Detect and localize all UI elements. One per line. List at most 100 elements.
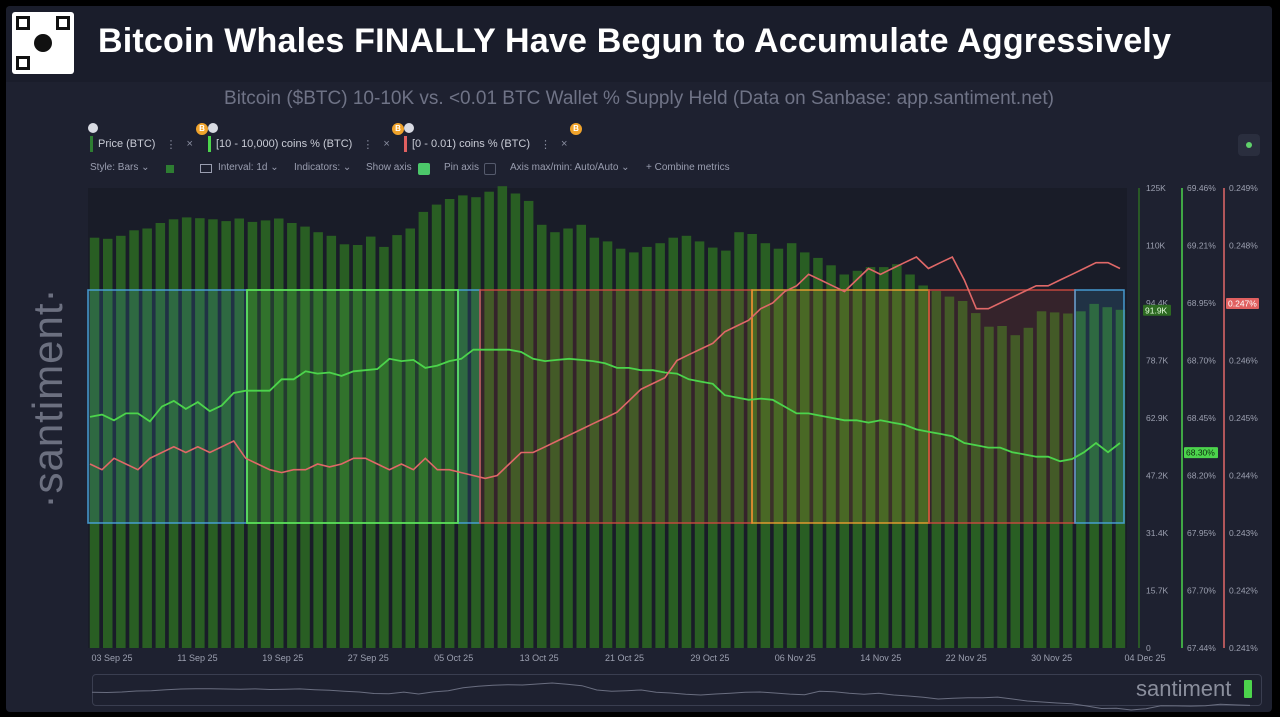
price-bar [708, 247, 718, 648]
price-bar [865, 267, 876, 648]
price-tick-label: 0 [1146, 643, 1151, 653]
price-bar [1049, 312, 1060, 648]
retail-current-label-bg [1226, 298, 1259, 309]
lock-icon[interactable] [404, 123, 414, 133]
price-bar [971, 313, 981, 648]
x-tick-label: 21 Oct 25 [605, 653, 644, 663]
legend-label: [10 - 10,000) coins % (BTC) [216, 138, 353, 150]
axes: 03 Sep 25 11 Sep 25 19 Sep 25 27 Sep 25 05 O… [91, 183, 1259, 663]
price-bar [839, 274, 849, 648]
price-bar [1063, 313, 1073, 648]
whale-current-label-bg [1184, 447, 1218, 459]
x-tick-label: 03 Sep 25 [91, 653, 132, 663]
metric-lines [89, 255, 1121, 480]
style-select[interactable]: Style: Bars ⌄ [90, 162, 150, 173]
price-bar [129, 230, 139, 649]
timeline-navigator[interactable] [92, 674, 1262, 706]
price-bar [615, 248, 626, 648]
whale-tick-label: 67.44% [1187, 643, 1216, 653]
price-bar [694, 241, 705, 648]
price-bar [497, 186, 508, 648]
legend-item-retail[interactable]: [0 - 0.01) coins % (BTC) ⋮ × [404, 133, 567, 155]
close-icon[interactable]: × [560, 138, 568, 150]
whale-tick-label: 68.70% [1187, 356, 1216, 366]
price-bar [563, 228, 573, 648]
legend-item-price[interactable]: Price (BTC) ⋮ × [90, 133, 193, 155]
blue-zone-3 [1074, 289, 1125, 524]
price-bar [484, 191, 494, 648]
price-bar [800, 252, 810, 648]
price-bar [786, 243, 797, 648]
price-bar [984, 326, 994, 648]
price-bar [681, 235, 692, 649]
retail-tick-label: 0.249% [1229, 183, 1258, 193]
price-bar [89, 237, 100, 648]
price-bar [510, 193, 521, 648]
legend-swatch [90, 136, 93, 152]
retail-tick-label: 0.243% [1229, 528, 1258, 538]
price-bar [1102, 307, 1112, 648]
price-bar [379, 246, 389, 648]
price-bar [352, 245, 363, 648]
price-bar [905, 274, 915, 648]
whale-tick-label: 69.46% [1187, 183, 1216, 193]
price-bar [208, 219, 218, 649]
price-bar [523, 200, 534, 648]
price-tick-label: 31.4K [1146, 528, 1169, 538]
retail-tick-label: 0.246% [1229, 356, 1258, 366]
close-icon[interactable]: × [383, 138, 390, 150]
x-tick-label: 05 Oct 25 [434, 653, 473, 663]
interval-select[interactable]: Interval: 1d ⌄ [218, 162, 279, 173]
more-icon[interactable]: ⋮ [165, 138, 177, 151]
price-tick-label: 15.7K [1146, 586, 1169, 596]
legend-swatch [404, 136, 407, 152]
whale-tick-label: 68.20% [1187, 471, 1216, 481]
price-bar [221, 221, 231, 648]
combine-metrics-button[interactable]: + Combine metrics [646, 162, 730, 173]
price-bar [760, 243, 771, 648]
price-bar [589, 237, 600, 648]
green-zone-2 [246, 289, 459, 524]
close-icon[interactable]: × [186, 138, 193, 150]
axis-maxmin-select[interactable]: Axis max/min: Auto/Auto ⌄ [510, 162, 630, 173]
retail-tick-label: 0.242% [1229, 586, 1258, 596]
color-swatch[interactable] [166, 165, 174, 173]
legend-item-whales[interactable]: [10 - 10,000) coins % (BTC) ⋮ × [208, 133, 390, 155]
orange-zone [751, 289, 930, 524]
retail-tick-label: 0.241% [1229, 643, 1258, 653]
price-bar [773, 248, 784, 648]
pin-axis-checkbox[interactable] [484, 163, 496, 175]
price-tick-label: 125K [1146, 183, 1166, 193]
legend-swatch [208, 136, 211, 152]
price-bar [944, 296, 955, 648]
more-icon[interactable]: ⋮ [539, 138, 551, 151]
lock-icon[interactable] [88, 123, 98, 133]
navigator-sparkline [91, 680, 1252, 711]
indicators-select[interactable]: Indicators: ⌄ [294, 162, 352, 173]
price-bar [471, 197, 481, 648]
settings-icon[interactable] [1238, 134, 1260, 156]
price-current-label: 91.9K [1145, 305, 1168, 315]
price-bar [103, 238, 113, 649]
price-bar [931, 291, 942, 648]
price-bar [366, 236, 376, 648]
price-bar [1076, 311, 1086, 648]
highlight-zones [87, 289, 1125, 524]
bitcoin-icon: B [392, 123, 404, 135]
price-bar [418, 211, 429, 648]
show-axis-checkbox[interactable] [418, 163, 430, 175]
price-bar [287, 223, 297, 648]
price-bar [300, 226, 310, 648]
red-zone-1 [479, 289, 753, 524]
price-bar [879, 267, 889, 648]
price-bar [852, 270, 863, 648]
more-icon[interactable]: ⋮ [362, 138, 374, 151]
x-tick-label: 30 Nov 25 [1031, 653, 1072, 663]
pin-axis-label: Pin axis [444, 162, 480, 173]
lock-icon[interactable] [208, 123, 218, 133]
price-bar [655, 243, 665, 648]
price-bar [405, 228, 415, 648]
price-bar [181, 217, 192, 648]
navigator-line [91, 682, 1251, 711]
